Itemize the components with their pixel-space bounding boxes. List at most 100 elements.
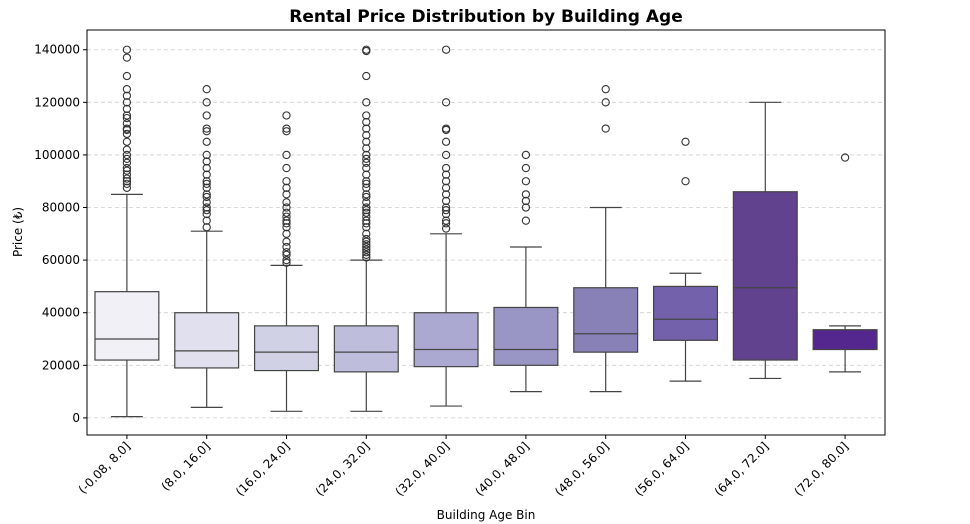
outlier-point	[202, 203, 211, 212]
outlier-point	[441, 216, 451, 225]
x-tick-label: (56.0, 64.0]	[632, 439, 692, 499]
outlier-point	[122, 53, 132, 62]
outlier-point	[441, 209, 451, 219]
outlier-point	[202, 223, 211, 232]
outlier-point	[202, 177, 211, 186]
outlier-point	[521, 196, 531, 206]
outlier-point	[441, 219, 451, 228]
outlier-point	[282, 190, 291, 199]
outlier-point	[362, 183, 371, 192]
outlier-point	[362, 144, 371, 153]
outlier-point	[601, 98, 610, 107]
outlier-point	[601, 85, 610, 94]
y-tick-label: 20000	[42, 358, 80, 372]
outlier-point	[282, 216, 291, 225]
iqr-box	[333, 325, 399, 373]
outlier-point	[282, 163, 291, 173]
y-tick-label: 0	[72, 411, 80, 425]
outlier-point	[362, 71, 371, 81]
outlier-point	[362, 131, 371, 140]
outlier-point	[122, 163, 132, 173]
outlier-point	[122, 98, 132, 107]
outlier-point	[282, 183, 291, 192]
x-tick-label: (-0.08, 8.0]	[76, 439, 133, 496]
outlier-point	[122, 158, 132, 167]
box-group	[174, 85, 240, 408]
outlier-point	[362, 253, 371, 262]
x-axis: (-0.08, 8.0] (8.0, 16.0] (16.0, 24.0] (24.0…	[76, 435, 851, 499]
x-tick-label: (8.0, 16.0]	[159, 439, 213, 493]
outlier-point	[441, 205, 451, 215]
outlier-point	[362, 154, 371, 164]
y-axis: 0 20000 40000 60000 80000 100000 120000 140000	[34, 43, 87, 425]
outlier-point	[202, 85, 211, 94]
box-group	[413, 45, 479, 407]
outlier-point	[202, 170, 211, 179]
outlier-point	[362, 158, 371, 167]
outlier-point	[282, 229, 291, 238]
outlier-point	[521, 163, 531, 173]
box-series	[94, 45, 878, 418]
y-tick-label: 140000	[34, 43, 80, 57]
outlier-point	[362, 212, 371, 221]
x-tick-label: (64.0, 72.0]	[712, 439, 772, 499]
outlier-point	[202, 137, 211, 146]
outlier-point	[282, 223, 291, 232]
outlier-point	[282, 219, 291, 228]
outlier-point	[362, 229, 371, 238]
outlier-point	[362, 163, 371, 173]
outlier-point	[202, 190, 211, 199]
iqr-box	[174, 312, 240, 369]
outlier-point	[122, 113, 132, 123]
outlier-point	[202, 150, 211, 160]
outlier-point	[441, 190, 451, 199]
x-tick-label: (32.0, 40.0]	[393, 439, 453, 499]
outlier-point	[202, 205, 211, 215]
outlier-point	[362, 237, 371, 246]
outlier-point	[202, 216, 211, 225]
chart-title: Rental Price Distribution by Building Ag…	[289, 7, 683, 27]
y-tick-label: 80000	[42, 201, 80, 215]
outlier-point	[122, 179, 132, 188]
outlier-point	[521, 150, 531, 160]
outlier-point	[202, 127, 211, 136]
outlier-point	[202, 163, 211, 173]
outlier-point	[122, 170, 132, 179]
outlier-point	[362, 234, 371, 244]
box-group	[573, 85, 639, 393]
outlier-point	[202, 98, 211, 107]
outlier-point	[681, 137, 690, 146]
outlier-point	[122, 85, 132, 94]
outlier-point	[282, 203, 291, 212]
outlier-point	[282, 237, 291, 246]
outlier-point	[282, 127, 291, 136]
outlier-point	[362, 190, 371, 199]
outlier-point	[521, 216, 531, 225]
outlier-point	[122, 91, 132, 100]
x-axis-label: Building Age Bin	[437, 508, 536, 522]
outlier-point	[122, 119, 132, 128]
x-tick-label: (48.0, 56.0]	[552, 439, 612, 499]
outlier-point	[282, 250, 291, 260]
outlier-point	[362, 242, 371, 252]
outlier-point	[362, 124, 371, 133]
outlier-point	[521, 190, 531, 199]
outlier-point	[362, 198, 371, 207]
outlier-point	[122, 183, 132, 192]
outlier-point	[202, 124, 211, 133]
box-group	[94, 45, 160, 418]
outlier-point	[122, 129, 132, 139]
outlier-point	[441, 98, 451, 107]
outlier-point	[282, 111, 291, 120]
x-tick-label: (24.0, 32.0]	[313, 439, 373, 499]
outlier-point	[441, 224, 451, 233]
iqr-box	[812, 329, 878, 351]
outlier-point	[362, 150, 371, 160]
outlier-point	[282, 248, 291, 257]
outlier-point	[202, 209, 211, 219]
outlier-point	[362, 117, 371, 127]
iqr-box	[652, 285, 719, 341]
plot-area-frame	[86, 29, 886, 436]
outlier-point	[441, 203, 451, 212]
